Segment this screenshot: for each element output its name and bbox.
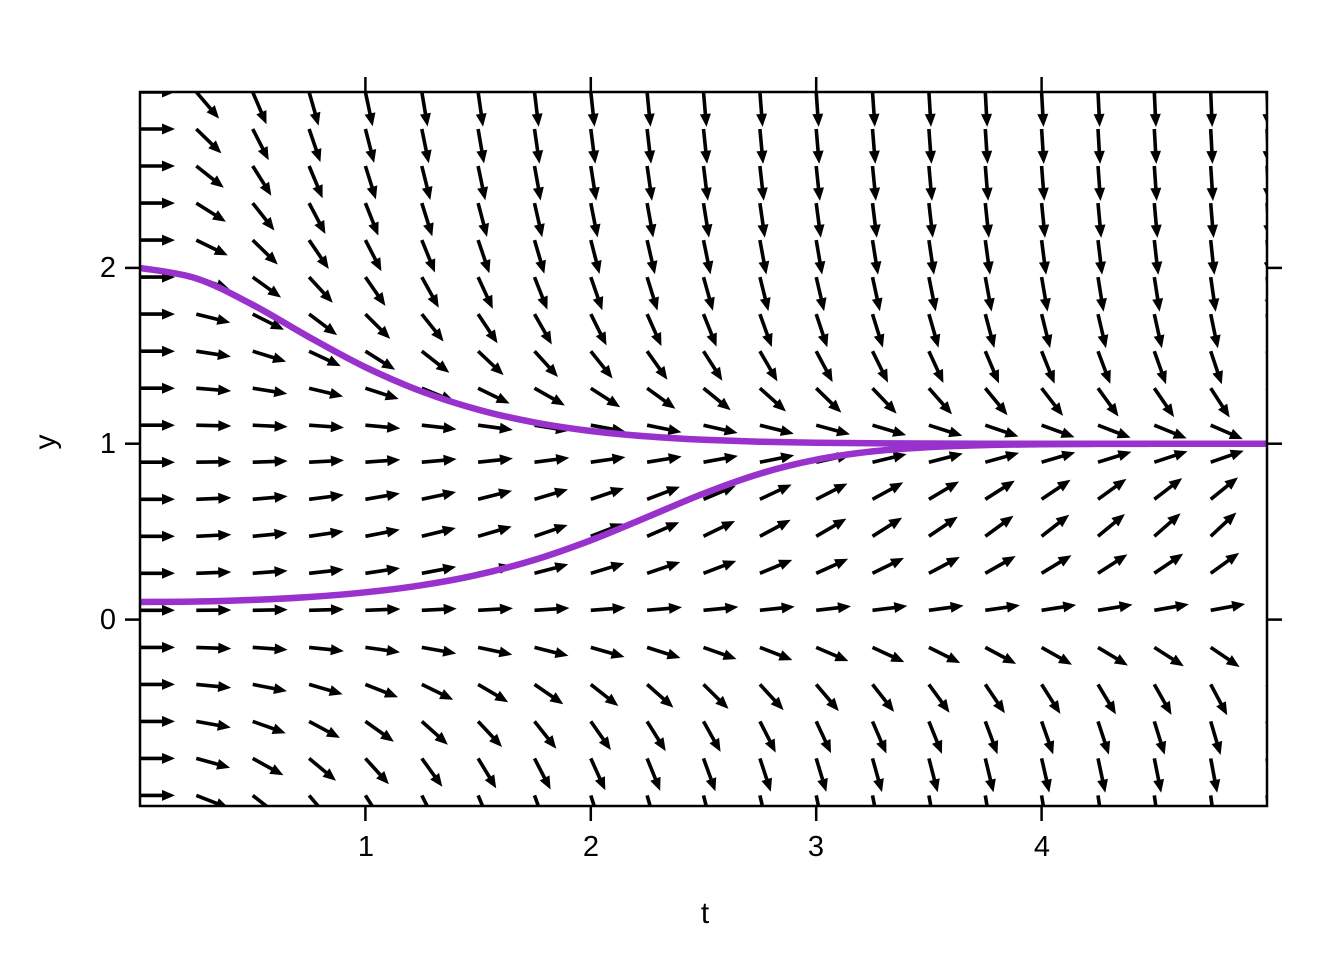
solution-trajectories bbox=[140, 264, 1267, 606]
trajectory-curve bbox=[140, 440, 1267, 606]
x-axis-label: t bbox=[700, 897, 710, 930]
y-tick-label: 0 bbox=[99, 604, 116, 636]
x-tick-label: 4 bbox=[1033, 831, 1051, 863]
plot-border bbox=[138, 90, 1269, 808]
x-tick-label: 3 bbox=[807, 831, 825, 863]
x-tick-label: 1 bbox=[357, 831, 375, 863]
y-tick-label: 1 bbox=[99, 428, 116, 460]
flow-field-arrows bbox=[140, 92, 1267, 806]
y-axis-label: y bbox=[29, 434, 62, 450]
axis-tick-marks bbox=[125, 77, 1282, 821]
y-tick-label: 2 bbox=[99, 252, 116, 284]
x-tick-label: 2 bbox=[582, 831, 600, 863]
